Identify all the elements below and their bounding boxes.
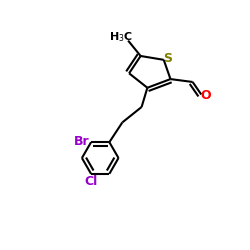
Text: H$_3$C: H$_3$C	[109, 30, 133, 44]
Text: O: O	[200, 89, 211, 102]
Text: S: S	[164, 52, 172, 65]
Text: Cl: Cl	[84, 175, 98, 188]
Text: Br: Br	[74, 135, 90, 148]
